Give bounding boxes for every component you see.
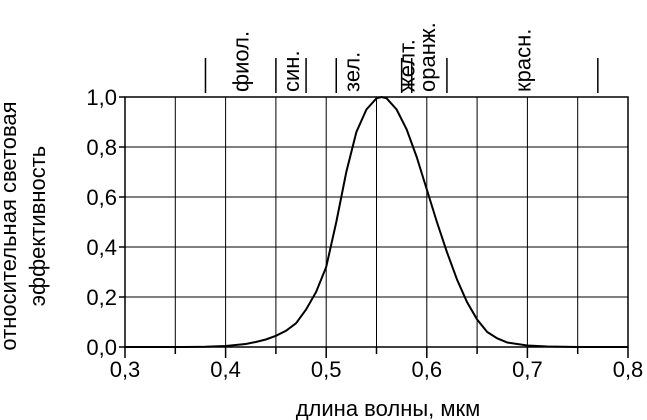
y-tick-label: 0,2	[86, 285, 117, 310]
x-tick-label: 0,8	[613, 357, 644, 382]
spectral-band-label: фиол.	[229, 31, 254, 92]
y-tick-label: 1,0	[86, 85, 117, 110]
y-tick-label: 0,4	[86, 235, 117, 260]
y-tick-label: 0,8	[86, 135, 117, 160]
spectral-band-label: син.	[279, 50, 304, 92]
y-axis-label-line-2: эффективность	[25, 146, 50, 307]
y-tick-label: 0,0	[86, 335, 117, 360]
y-tick-label: 0,6	[86, 185, 117, 210]
x-tick-label: 0,6	[412, 357, 443, 382]
spectral-band-label: оранж.	[415, 22, 440, 92]
x-tick-label: 0,4	[210, 357, 241, 382]
y-axis-label-line-1: относительная световая	[0, 101, 21, 350]
x-axis-label: длина волны, мкм	[296, 396, 481, 420]
efficiency-curve	[125, 95, 628, 348]
spectral-band-label: зел.	[339, 52, 364, 92]
x-tick-label: 0,3	[110, 357, 141, 382]
x-tick-label: 0,7	[512, 357, 543, 382]
x-tick-label: 0,5	[311, 357, 342, 382]
spectral-band-label: красн.	[510, 29, 535, 92]
spectral-band-label: желт.	[395, 39, 420, 92]
